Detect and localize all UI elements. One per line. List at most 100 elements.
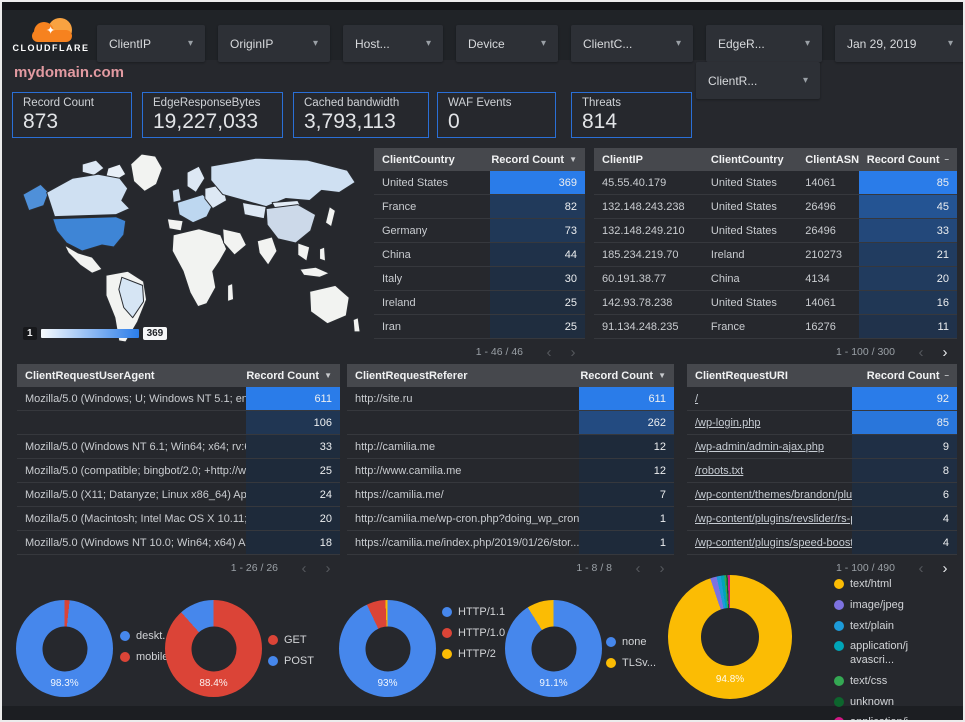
legend-item[interactable]: TLSv... (606, 657, 656, 671)
pagination-prev-icon[interactable]: ‹ (635, 559, 641, 577)
legend-item[interactable]: deskt... (120, 630, 171, 644)
column-header-clientip[interactable]: ClientIP (602, 153, 643, 166)
uri-link[interactable]: /wp-login.php (695, 416, 761, 429)
map-madagascar (227, 282, 235, 303)
pagination-range: 1 - 8 / 8 (576, 562, 612, 574)
table-cell: 210273 (805, 248, 842, 261)
table-client-request-user-agent: ClientRequestUserAgent Record Count ▼ Mozil… (17, 364, 340, 581)
column-header-clientcountry[interactable]: ClientCountry (710, 153, 784, 166)
table-row: Mozilla/5.0 (Windows NT 6.1; Win64; x64;… (17, 435, 340, 459)
column-header-record-count[interactable]: Record Count – (866, 369, 949, 382)
world-map-chart[interactable]: 1 369 (17, 148, 369, 348)
column-header-clientasn[interactable]: ClientASN (805, 153, 859, 166)
table-cell: United States (710, 224, 777, 237)
record-count-cell: 44 (490, 243, 585, 266)
filter-label: ClientR... (708, 73, 758, 88)
column-header-record-count[interactable]: Record Count – (866, 153, 949, 166)
content-type-donut-chart[interactable]: 94.8% (668, 575, 792, 699)
chevron-down-icon: ▾ (187, 38, 193, 49)
legend-color-dot-icon (442, 607, 452, 617)
legend-item[interactable]: none (606, 636, 656, 650)
uri-link[interactable]: /wp-admin/admin-ajax.php (695, 440, 825, 453)
legend-item[interactable]: application/javascri... (834, 640, 912, 668)
table-row: 142.93.78.238 United States 14061 16 (594, 291, 957, 315)
legend-item[interactable]: image/jpeg (834, 599, 912, 613)
legend-item[interactable]: HTTP/1.1 (442, 606, 505, 620)
table-row: China 44 (374, 243, 585, 267)
legend-item[interactable]: application/json (834, 716, 912, 720)
table-cell: Mozilla/5.0 (Windows; U; Windows NT 5.1;… (25, 392, 247, 405)
scorecard-value: 873 (23, 110, 59, 133)
uri-link[interactable]: /robots.txt (695, 464, 744, 477)
table-row: Italy 30 (374, 267, 585, 291)
record-count-cell: 25 (490, 315, 585, 338)
column-header-clientrequesturi[interactable]: ClientRequestURI (695, 369, 788, 382)
http-version-donut-chart[interactable]: 93% (339, 600, 436, 697)
filter-chip-clientr[interactable]: ClientR... ▾ (696, 62, 820, 99)
legend-item[interactable]: text/html (834, 578, 912, 592)
legend-item[interactable]: HTTP/1.0 (442, 627, 505, 641)
pagination-next-icon[interactable]: › (942, 559, 948, 577)
uri-link[interactable]: /wp-content/plugins/speed-booste... (695, 536, 852, 549)
uri-link[interactable]: /wp-content/themes/brandon/plu... (695, 488, 852, 501)
pagination-prev-icon[interactable]: ‹ (918, 343, 924, 361)
pagination-next-icon[interactable]: › (325, 559, 331, 577)
legend-item[interactable]: text/css (834, 675, 912, 689)
donut-hole (191, 626, 236, 671)
filter-label: EdgeR... (718, 36, 765, 51)
table-cell (347, 411, 579, 434)
filter-chip-clientc[interactable]: ClientC... ▾ (571, 25, 693, 62)
legend-label: HTTP/1.1 (458, 606, 506, 618)
legend-color-dot-icon (120, 651, 130, 662)
filter-chip-device[interactable]: Device ▾ (456, 25, 558, 62)
device-donut-chart[interactable]: 98.3% (16, 600, 113, 697)
pagination-next-icon[interactable]: › (570, 343, 576, 361)
filter-chip-clientip[interactable]: ClientIP ▾ (97, 25, 205, 62)
column-header-clientcountry[interactable]: ClientCountry (382, 153, 455, 166)
tls-donut-chart[interactable]: 91.1% (505, 600, 602, 697)
cloudflare-cloud-icon: ✦ (28, 18, 74, 42)
legend-item[interactable]: unknown (834, 696, 912, 710)
legend-color-dot-icon (442, 627, 452, 638)
http-method-donut-chart[interactable]: 88.4% (165, 600, 262, 697)
filter-chip-edger[interactable]: EdgeR... ▾ (706, 25, 822, 62)
table-cell: 185.234.219.70 (602, 248, 679, 261)
table-row: United States 369 (374, 171, 585, 195)
scorecard-label: WAF Events (448, 97, 512, 109)
filter-chip-originip[interactable]: OriginIP ▾ (218, 25, 330, 62)
record-count-cell: 12 (579, 435, 674, 458)
legend-item[interactable]: POST (268, 655, 314, 669)
pagination-prev-icon[interactable]: ‹ (546, 343, 552, 361)
column-header-clientrequestreferer[interactable]: ClientRequestReferer (355, 369, 468, 382)
table-row: https://camilia.me/7 (347, 483, 674, 507)
column-header-record-count[interactable]: Record Count ▼ (580, 369, 666, 382)
table-pagination: 1 - 46 / 46 ‹ › (374, 339, 585, 365)
column-header-clientrequestuseragent[interactable]: ClientRequestUserAgent (25, 369, 155, 382)
pagination-prev-icon[interactable]: ‹ (918, 559, 924, 577)
http-method-chart-legend: GET POST (268, 634, 314, 669)
table-row: /wp-content/plugins/revslider/rs-p... 4 (687, 507, 957, 531)
legend-label: TLSv... (622, 656, 657, 669)
column-header-record-count[interactable]: Record Count ▼ (246, 369, 332, 382)
map-middle-east (222, 228, 247, 256)
date-range-filter[interactable]: Jan 29, 2019 ▾ (835, 25, 963, 62)
uri-link[interactable]: /wp-content/plugins/revslider/rs-p... (695, 512, 852, 525)
legend-item[interactable]: mobile (120, 651, 171, 665)
legend-item[interactable]: text/plain (834, 620, 912, 634)
table-cell (17, 411, 246, 434)
table-cell: Germany (382, 224, 428, 237)
table-cell: Ireland (710, 248, 745, 261)
table-pagination: 1 - 26 / 26 ‹ › (17, 555, 340, 581)
legend-item[interactable]: GET (268, 634, 314, 648)
uri-link[interactable]: / (695, 392, 699, 405)
legend-item[interactable]: HTTP/2 (442, 648, 505, 662)
table-header: ClientRequestReferer Record Count ▼ (347, 364, 674, 387)
pagination-prev-icon[interactable]: ‹ (301, 559, 307, 577)
brand-text: CLOUDFLARE (12, 43, 90, 53)
pagination-next-icon[interactable]: › (659, 559, 665, 577)
filter-chip-host[interactable]: Host... ▾ (343, 25, 443, 62)
column-header-record-count[interactable]: Record Count ▼ (491, 153, 577, 166)
table-cell: /wp-content/themes/brandon/plu... (687, 483, 852, 506)
pagination-next-icon[interactable]: › (942, 343, 948, 361)
